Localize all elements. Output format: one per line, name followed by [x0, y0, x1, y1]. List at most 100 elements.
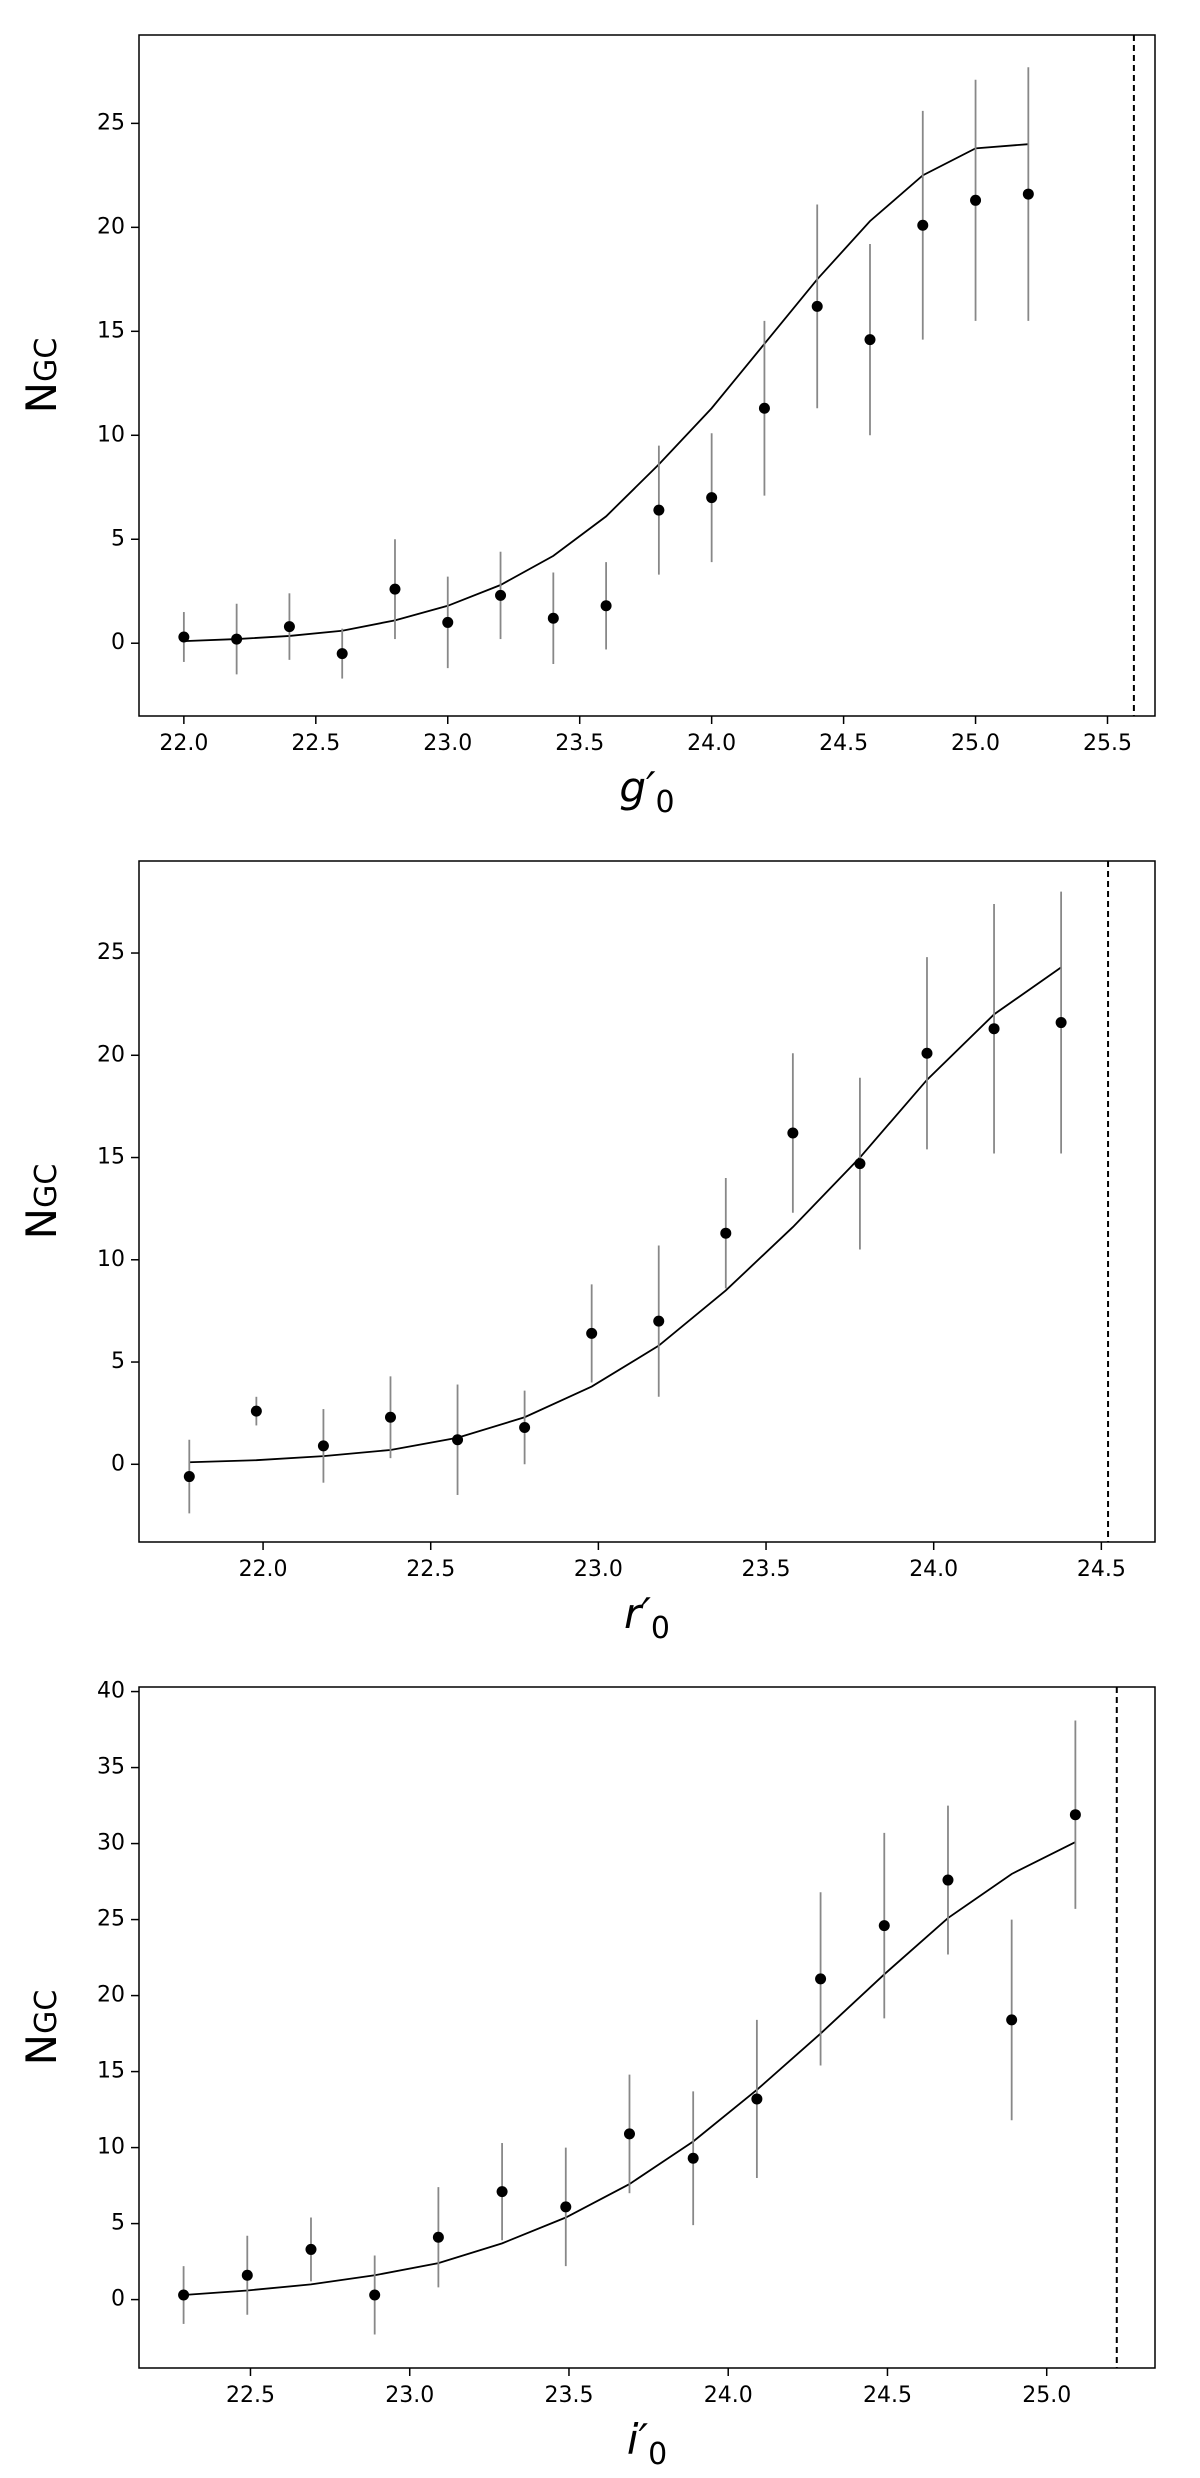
x-axis-label-sub: 0 [651, 1611, 670, 1646]
data-point [586, 1327, 598, 1339]
x-axis-label: g′0 [619, 763, 674, 820]
y-axis-label-sub: GC [29, 338, 64, 382]
y-tick-label: 0 [111, 1451, 125, 1476]
x-axis-label: r′0 [624, 1589, 670, 1646]
x-tick-label: 25.0 [1022, 2383, 1071, 2408]
x-tick-label: 24.0 [704, 2383, 753, 2408]
data-point [442, 616, 454, 628]
y-tick-label: 25 [97, 940, 125, 965]
data-point [495, 589, 507, 601]
data-point [751, 2093, 763, 2105]
y-tick-label: 40 [97, 1679, 125, 1704]
model-line [183, 1841, 1076, 2296]
x-tick-label: 23.0 [423, 731, 472, 756]
data-point [384, 1411, 396, 1423]
data-point [687, 2152, 699, 2164]
x-axis-label: i′0 [627, 2415, 667, 2472]
x-axis-label-main: r′ [624, 1589, 651, 1638]
y-tick-label: 10 [97, 2135, 125, 2160]
plot-frame [138, 34, 1156, 717]
x-tick-label: 22.0 [239, 1557, 288, 1582]
data-point [231, 633, 243, 645]
data-point [336, 648, 348, 660]
data-point [1022, 188, 1034, 200]
data-point [815, 1973, 827, 1985]
y-tick-label: 20 [97, 214, 125, 239]
data-point [917, 219, 929, 231]
x-axis-label-sub: 0 [648, 2437, 667, 2472]
data-point [432, 2231, 444, 2243]
x-tick-label: 23.5 [742, 1557, 791, 1582]
y-tick-label: 15 [97, 318, 125, 343]
data-point [970, 194, 982, 206]
data-point [183, 1471, 195, 1483]
x-tick-label: 23.5 [544, 2383, 593, 2408]
model-line [189, 966, 1062, 1464]
data-point [653, 1315, 665, 1327]
x-axis-label-main: i′ [627, 2415, 649, 2464]
data-point [496, 2186, 508, 2198]
data-point [623, 2128, 635, 2140]
plot-frame [138, 860, 1156, 1543]
data-point [250, 1405, 262, 1417]
x-tick-label: 25.0 [951, 731, 1000, 756]
x-tick-label: 23.5 [555, 731, 604, 756]
y-axis-label: NGC [17, 1164, 66, 1240]
y-axis-label: NGC [17, 338, 66, 414]
y-tick-label: 0 [111, 630, 125, 655]
x-axis-label-main: g′ [619, 763, 656, 812]
chart: 0 5 10 15 20 25 30 35 40 22.5 23.0 23.5 24.0 24.5 25.0… [17, 1679, 1156, 2472]
x-tick-label: 24.5 [863, 2383, 912, 2408]
x-tick-label: 22.5 [406, 1557, 455, 1582]
y-tick-label: 15 [97, 2059, 125, 2084]
chart: 0 5 10 15 20 25 22.0 22.5 23.0 23.5 24.0 24.5 25.0 25… [17, 34, 1156, 820]
data-point [878, 1920, 890, 1932]
data-point [452, 1434, 464, 1446]
y-tick-label: 30 [97, 1831, 125, 1856]
y-axis-label-sub: GC [29, 1164, 64, 1208]
y-tick-label: 5 [111, 1349, 125, 1374]
data-point [600, 600, 612, 612]
y-axis-label-main: N [17, 1208, 66, 1239]
data-point [1055, 1017, 1067, 1029]
y-axis-label: NGC [17, 1990, 66, 2066]
y-tick-label: 20 [97, 1042, 125, 1067]
data-point [758, 402, 770, 414]
x-tick-label: 22.5 [226, 2383, 275, 2408]
y-tick-label: 35 [97, 1755, 125, 1780]
data-point [787, 1127, 799, 1139]
data-point [560, 2201, 572, 2213]
data-point [864, 334, 876, 346]
y-tick-label: 10 [97, 1247, 125, 1272]
data-point [547, 612, 559, 624]
y-tick-label: 10 [97, 422, 125, 447]
data-point [305, 2243, 317, 2255]
data-point [942, 1874, 954, 1886]
y-tick-label: 0 [111, 2287, 125, 2312]
data-point [653, 504, 665, 516]
y-tick-label: 15 [97, 1145, 125, 1170]
data-point [720, 1227, 732, 1239]
data-point [854, 1158, 866, 1170]
data-point [811, 300, 823, 312]
x-tick-label: 25.5 [1083, 731, 1132, 756]
y-tick-label: 5 [111, 2211, 125, 2236]
x-axis-label-sub: 0 [656, 785, 675, 820]
data-point [706, 492, 718, 504]
model-line [183, 143, 1029, 643]
x-tick-label: 24.0 [909, 1557, 958, 1582]
x-tick-label: 23.0 [385, 2383, 434, 2408]
x-tick-label: 24.0 [687, 731, 736, 756]
y-axis-label-main: N [17, 2034, 66, 2065]
y-axis-label-main: N [17, 382, 66, 413]
data-point [178, 2289, 190, 2301]
data-point [178, 631, 190, 643]
x-tick-label: 24.5 [1077, 1557, 1126, 1582]
data-point [988, 1023, 1000, 1035]
data-point [921, 1047, 933, 1059]
data-point [317, 1440, 329, 1452]
data-point [389, 583, 401, 595]
y-tick-label: 25 [97, 1907, 125, 1932]
